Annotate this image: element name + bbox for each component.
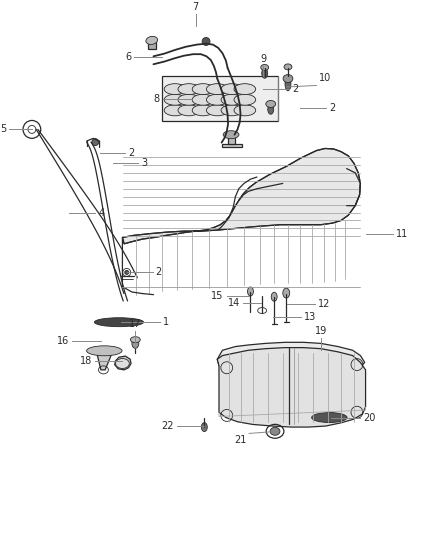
Ellipse shape <box>206 94 228 105</box>
Text: 21: 21 <box>234 435 246 446</box>
Ellipse shape <box>221 84 243 94</box>
Ellipse shape <box>221 105 243 116</box>
Ellipse shape <box>312 413 347 423</box>
Text: 20: 20 <box>364 413 376 423</box>
Polygon shape <box>162 76 278 121</box>
Polygon shape <box>217 342 365 381</box>
Ellipse shape <box>206 84 228 94</box>
Text: 10: 10 <box>319 74 332 84</box>
Ellipse shape <box>94 318 144 327</box>
Polygon shape <box>96 352 113 370</box>
Ellipse shape <box>146 36 158 44</box>
Text: 13: 13 <box>304 312 316 322</box>
Ellipse shape <box>283 288 290 298</box>
Text: 19: 19 <box>314 326 327 336</box>
Ellipse shape <box>87 346 122 356</box>
Ellipse shape <box>206 105 228 116</box>
Text: 17: 17 <box>129 319 141 329</box>
Ellipse shape <box>201 423 207 432</box>
Circle shape <box>125 270 129 274</box>
Ellipse shape <box>234 105 256 116</box>
Polygon shape <box>217 348 366 427</box>
Text: 22: 22 <box>162 421 174 431</box>
Text: 5: 5 <box>0 124 6 134</box>
Polygon shape <box>148 42 155 49</box>
Ellipse shape <box>270 427 280 435</box>
Text: 15: 15 <box>212 290 224 301</box>
Text: 16: 16 <box>57 336 70 346</box>
Ellipse shape <box>178 105 200 116</box>
Ellipse shape <box>247 287 254 296</box>
Text: 7: 7 <box>193 2 199 12</box>
Ellipse shape <box>131 337 140 343</box>
Ellipse shape <box>116 359 129 368</box>
Ellipse shape <box>283 75 293 83</box>
Polygon shape <box>228 135 234 144</box>
Text: 8: 8 <box>154 94 160 104</box>
Ellipse shape <box>234 84 256 94</box>
Polygon shape <box>115 356 131 370</box>
Ellipse shape <box>192 94 214 105</box>
Text: 18: 18 <box>80 356 92 366</box>
Text: 11: 11 <box>396 229 408 239</box>
Ellipse shape <box>261 64 268 70</box>
Circle shape <box>92 139 99 146</box>
Ellipse shape <box>178 84 200 94</box>
Text: 3: 3 <box>141 158 148 168</box>
Ellipse shape <box>178 94 200 105</box>
Ellipse shape <box>262 68 268 78</box>
Text: 4: 4 <box>98 207 104 217</box>
Circle shape <box>202 37 210 45</box>
Ellipse shape <box>192 84 214 94</box>
Text: 1: 1 <box>163 317 169 327</box>
Ellipse shape <box>266 101 276 108</box>
Ellipse shape <box>164 105 186 116</box>
Polygon shape <box>223 144 242 148</box>
Ellipse shape <box>234 94 256 105</box>
Text: 9: 9 <box>260 54 266 64</box>
Ellipse shape <box>221 94 243 105</box>
Text: 2: 2 <box>329 103 335 113</box>
Text: 2: 2 <box>155 268 162 277</box>
Ellipse shape <box>164 84 186 94</box>
Ellipse shape <box>271 292 277 301</box>
Text: 2: 2 <box>128 148 134 158</box>
Text: 14: 14 <box>228 297 240 308</box>
Ellipse shape <box>192 105 214 116</box>
Ellipse shape <box>164 94 186 105</box>
Ellipse shape <box>223 131 239 139</box>
Text: 12: 12 <box>318 299 330 309</box>
Polygon shape <box>122 149 360 244</box>
Ellipse shape <box>132 338 139 349</box>
Ellipse shape <box>268 104 274 114</box>
Ellipse shape <box>284 64 292 70</box>
Text: 6: 6 <box>125 52 131 62</box>
Text: 2: 2 <box>292 84 298 94</box>
Ellipse shape <box>285 77 291 91</box>
